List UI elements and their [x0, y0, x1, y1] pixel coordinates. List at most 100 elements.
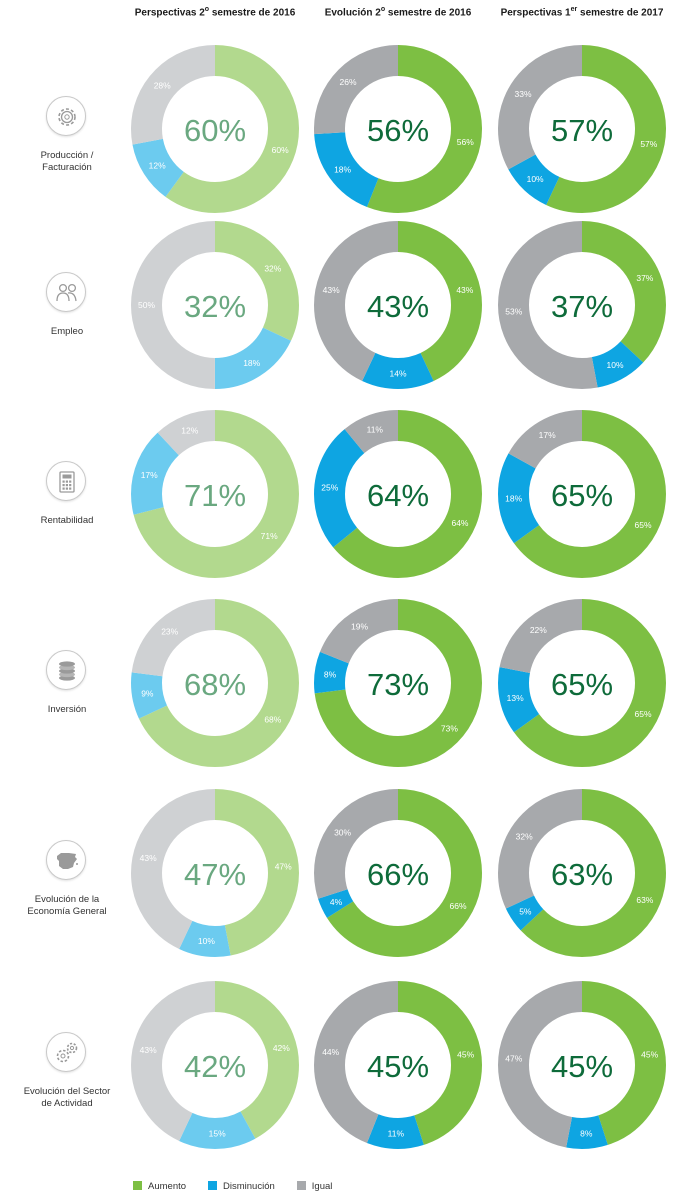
column-title-text: Evolución 2 [324, 7, 381, 19]
gear-icon [46, 96, 86, 136]
center-value: 56% [367, 113, 429, 148]
row-label-line: Evolución del Sector [23, 1086, 111, 1097]
legend-swatch [296, 1181, 306, 1190]
row-label: Producción / Facturación [12, 150, 122, 174]
slice-label-igual: 47% [505, 1054, 522, 1064]
donut-6-2: 45% 11% 44% 45% [314, 981, 482, 1149]
slice-disminucion [314, 599, 482, 767]
slice-label-igual: 43% [140, 1045, 157, 1055]
legend-swatch [133, 1181, 142, 1190]
row-label: Evolución de la Economía General [12, 894, 122, 918]
center-value: 68% [184, 667, 246, 702]
slice-igual [498, 599, 666, 767]
slice-disminucion [131, 410, 299, 578]
center-value: 71% [184, 478, 246, 513]
slice-disminucion [131, 789, 299, 957]
slice-label-aumento: 60% [272, 145, 289, 155]
slice-label-aumento: 47% [275, 862, 292, 872]
slice-label-igual: 17% [539, 430, 556, 440]
donut-3-1: 71% 17% 12% 71% [131, 410, 299, 578]
donut-1-2: 56% 18% 26% 56% [314, 45, 482, 213]
center-value: 32% [184, 289, 246, 324]
gears-icon [46, 1032, 86, 1072]
column-title-text: semestre de 2016 [385, 7, 472, 19]
slice-igual [314, 789, 482, 957]
slice-igual [131, 981, 299, 1149]
legend-item: Igual [296, 1181, 332, 1192]
center-value: 45% [551, 1049, 613, 1084]
center-value: 47% [184, 857, 246, 892]
slice-label-aumento: 68% [264, 715, 281, 725]
slice-label-igual: 26% [340, 77, 357, 87]
row-label-line: de Actividad [41, 1098, 93, 1109]
slice-disminucion [498, 599, 666, 767]
slice-label-igual: 53% [505, 306, 522, 316]
slice-label-igual: 30% [334, 828, 351, 838]
slice-label-igual: 11% [367, 425, 384, 435]
center-value: 37% [551, 289, 613, 324]
column-title-3: Perspectivas 1er semestre de 2017 [482, 6, 682, 18]
slice-label-disminucion: 4% [330, 897, 343, 907]
slice-label-aumento: 32% [264, 263, 281, 273]
slice-label-igual: 33% [515, 89, 532, 99]
donut-5-2: 66% 4% 30% 66% [314, 789, 482, 957]
slice-disminucion [498, 410, 666, 578]
slice-igual [131, 599, 299, 767]
coins-icon [46, 650, 86, 690]
row-label-line: Evolución de la [34, 894, 100, 905]
donut-5-1: 47% 10% 43% 47% [131, 789, 299, 957]
slice-label-aumento: 57% [640, 139, 657, 149]
row-label-line: Producción / [40, 150, 94, 161]
slice-label-aumento: 65% [635, 709, 652, 719]
slice-label-igual: 44% [322, 1047, 339, 1057]
donut-1-1: 60% 12% 28% 60% [131, 45, 299, 213]
column-title-2: Evolución 2o semestre de 2016 [298, 6, 498, 18]
column-title-1: Perspectivas 2o semestre de 2016 [115, 6, 315, 18]
slice-label-igual: 50% [138, 300, 155, 310]
donut-3-3: 65% 18% 17% 65% [498, 410, 666, 578]
slice-igual [314, 221, 482, 389]
slice-disminucion [314, 981, 482, 1149]
slice-label-disminucion: 18% [334, 164, 351, 174]
column-title-text: Perspectivas 1 [500, 7, 571, 19]
slice-disminucion [498, 981, 666, 1149]
slice-disminucion [314, 410, 482, 578]
donut-4-2: 73% 8% 19% 73% [314, 599, 482, 767]
donut-6-3: 45% 8% 47% 45% [498, 981, 666, 1149]
center-value: 73% [367, 667, 429, 702]
slice-label-aumento: 65% [635, 520, 652, 530]
donut-4-1: 68% 9% 23% 68% [131, 599, 299, 767]
donut-2-3: 37% 10% 53% 37% [498, 221, 666, 389]
slice-label-disminucion: 18% [243, 358, 260, 368]
slice-label-disminucion: 9% [141, 689, 154, 699]
row-label-line: Facturación [42, 162, 92, 173]
row-label: Evolución del Sector de Actividad [12, 1086, 122, 1110]
slice-label-aumento: 42% [273, 1043, 290, 1053]
column-title-text: semestre de 2016 [209, 7, 296, 19]
donut-6-1: 42% 15% 43% 42% [131, 981, 299, 1149]
slice-label-disminucion: 8% [580, 1128, 593, 1138]
center-value: 43% [367, 289, 429, 324]
slice-label-disminucion: 12% [149, 161, 166, 171]
slice-label-igual: 12% [181, 425, 198, 435]
slice-label-aumento: 63% [636, 895, 653, 905]
slice-label-disminucion: 15% [209, 1128, 226, 1138]
legend-label: Disminución [223, 1181, 275, 1192]
column-headers: Perspectivas 2o semestre de 2016 Evolució… [0, 0, 700, 30]
slice-label-disminucion: 5% [519, 907, 532, 917]
slice-label-igual: 23% [161, 627, 178, 637]
legend-label: Aumento [148, 1181, 187, 1192]
slice-label-aumento: 45% [457, 1049, 474, 1059]
slice-label-disminucion: 17% [141, 470, 158, 480]
slice-label-disminucion: 10% [198, 936, 215, 946]
center-value: 42% [184, 1049, 246, 1084]
row-label-line: Empleo [50, 326, 84, 337]
slice-igual [314, 45, 482, 213]
legend-swatch [208, 1181, 218, 1190]
donut-1-3: 57% 10% 33% 57% [498, 45, 666, 213]
slice-label-aumento: 43% [456, 285, 473, 295]
slice-igual [498, 410, 666, 578]
slice-disminucion [131, 981, 299, 1149]
slice-label-aumento: 66% [450, 901, 467, 911]
slice-label-disminucion: 10% [527, 174, 544, 184]
